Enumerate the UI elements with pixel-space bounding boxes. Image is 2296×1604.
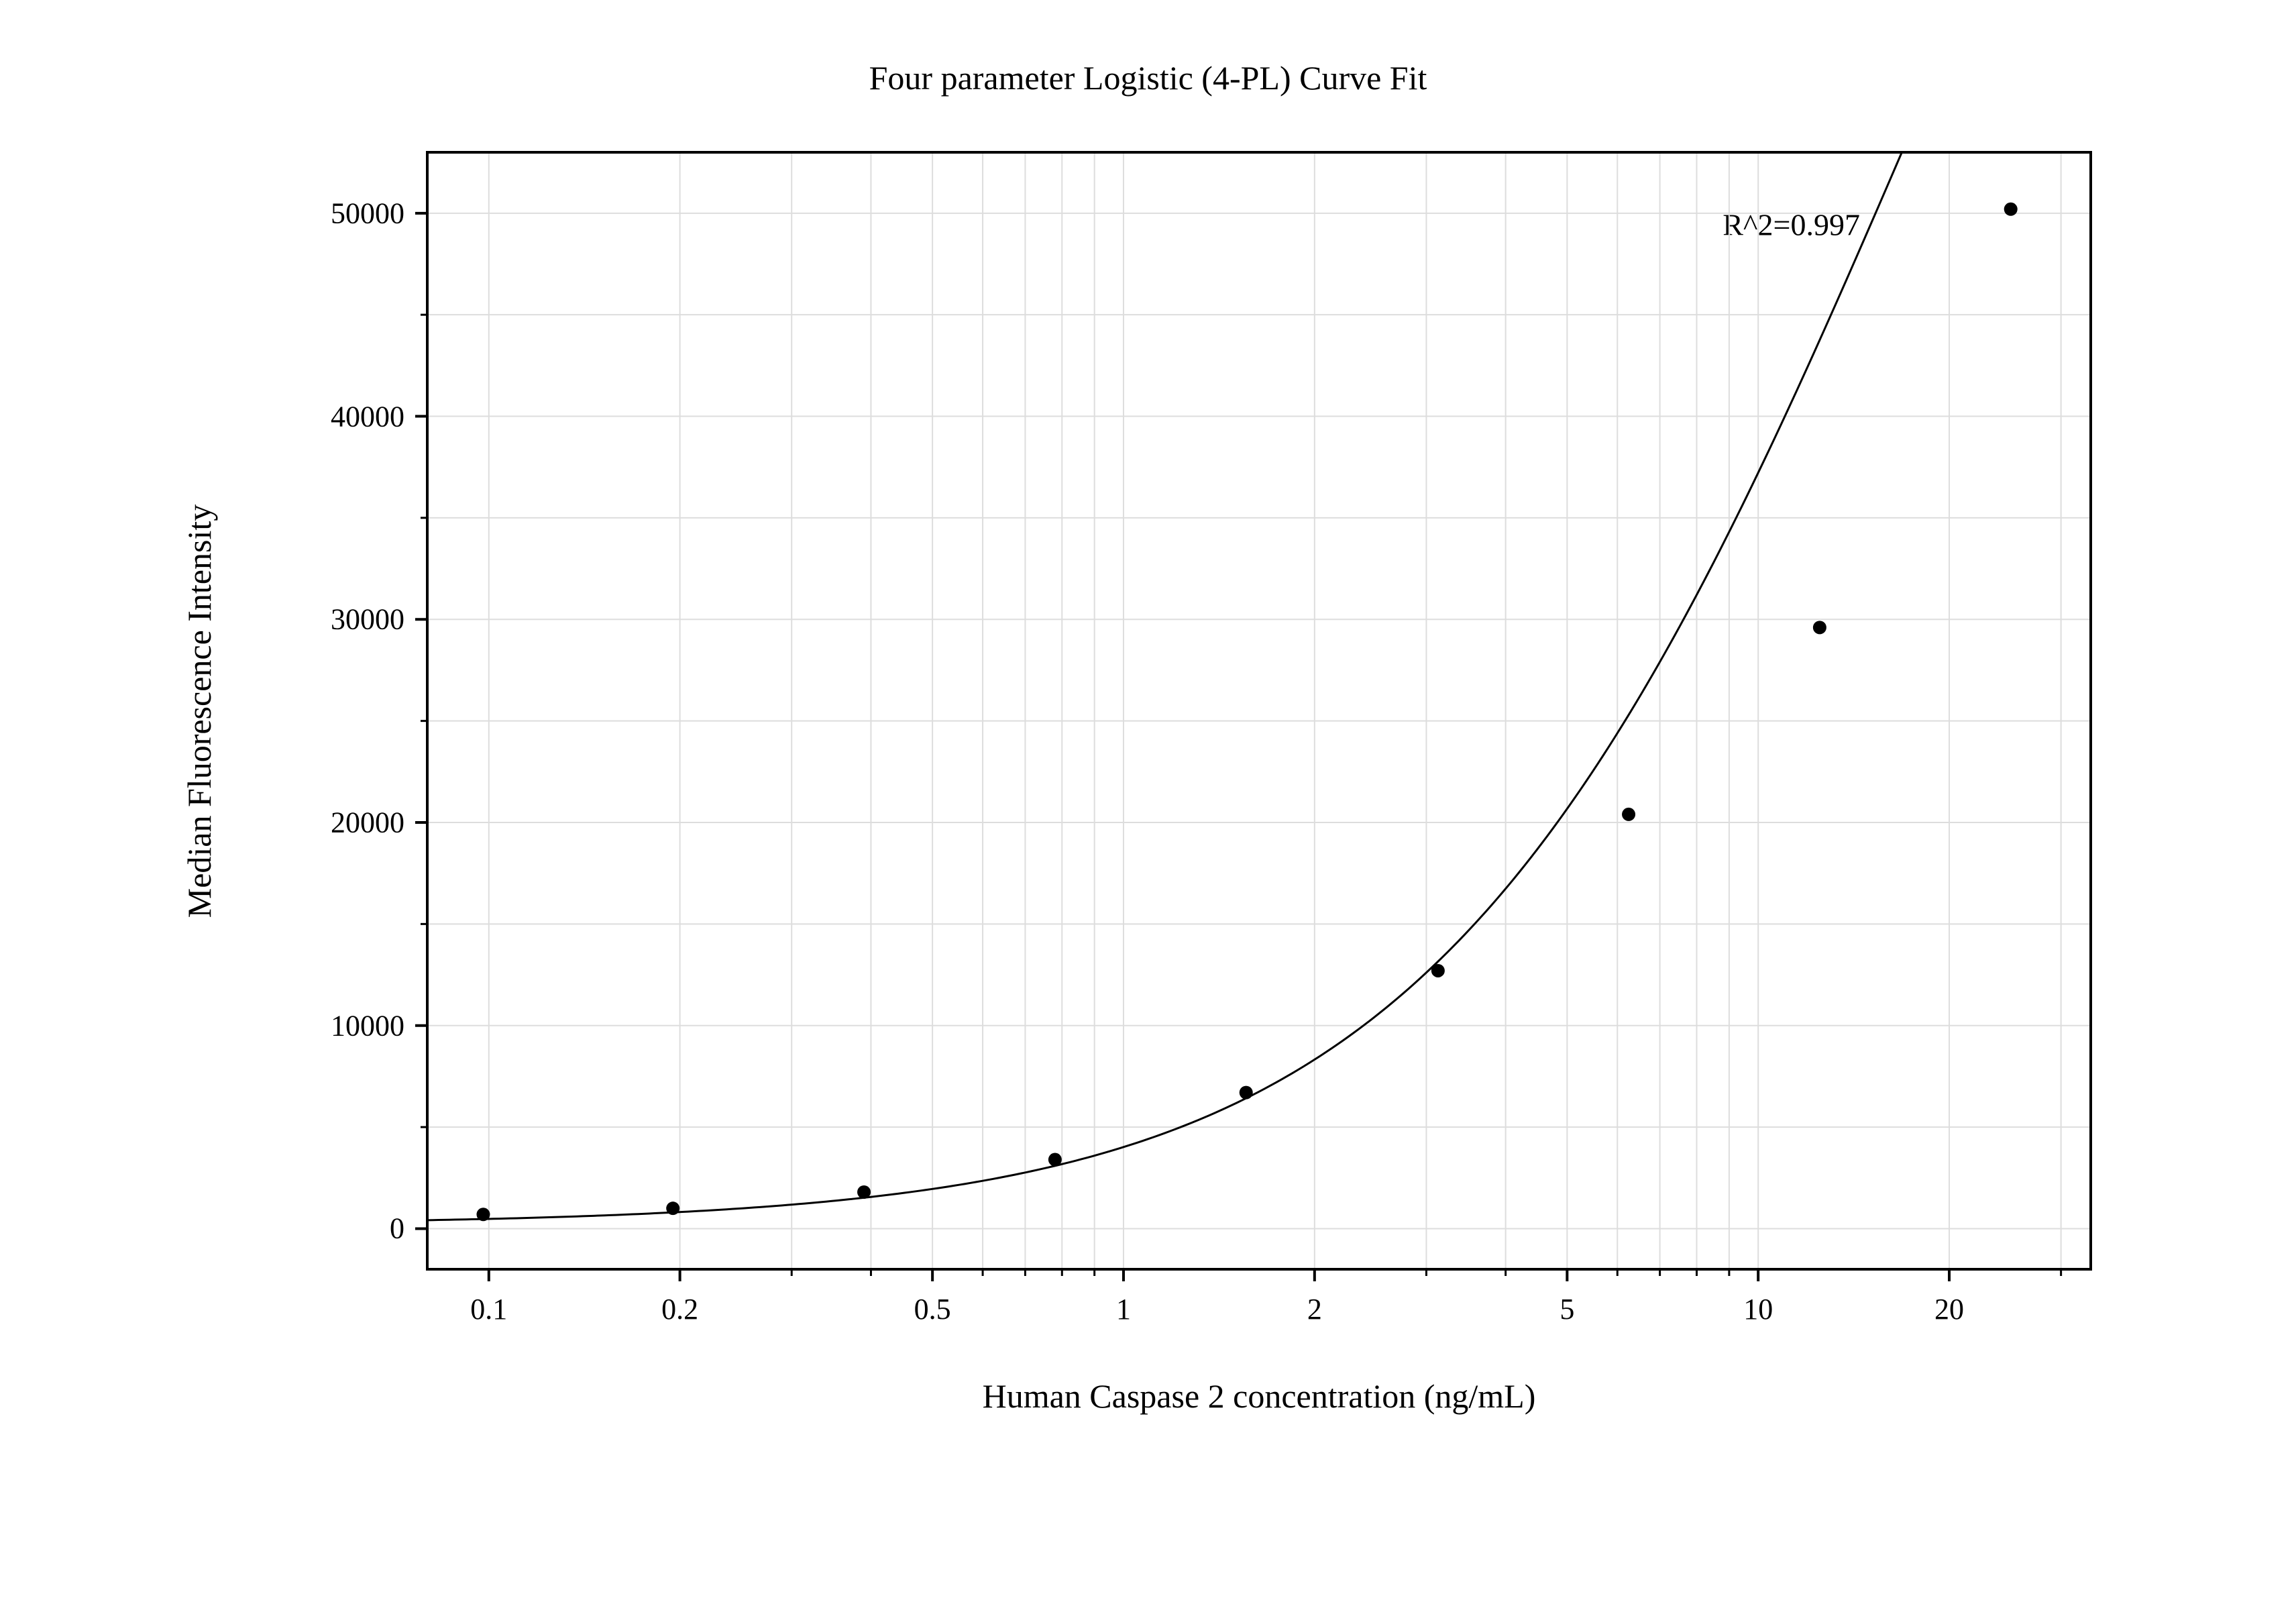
data-point bbox=[1048, 1153, 1062, 1167]
data-point bbox=[1431, 964, 1445, 977]
x-tick-label: 0.5 bbox=[914, 1292, 951, 1326]
chart-container: Four parameter Logistic (4-PL) Curve Fit… bbox=[0, 0, 2296, 1604]
x-tick-label: 2 bbox=[1307, 1292, 1322, 1326]
data-point bbox=[1622, 808, 1635, 821]
y-tick-label: 0 bbox=[390, 1212, 404, 1246]
data-point bbox=[476, 1208, 490, 1221]
y-tick-label: 30000 bbox=[331, 602, 404, 637]
x-tick-label: 1 bbox=[1116, 1292, 1131, 1326]
data-point bbox=[1240, 1086, 1253, 1100]
data-point bbox=[666, 1201, 679, 1215]
y-tick-label: 20000 bbox=[331, 806, 404, 840]
x-tick-label: 0.1 bbox=[470, 1292, 507, 1326]
data-point bbox=[1813, 621, 1826, 634]
x-tick-label: 5 bbox=[1560, 1292, 1574, 1326]
y-tick-label: 50000 bbox=[331, 196, 404, 230]
y-tick-label: 40000 bbox=[331, 399, 404, 433]
x-tick-label: 0.2 bbox=[661, 1292, 698, 1326]
y-tick-label: 10000 bbox=[331, 1008, 404, 1042]
data-points bbox=[476, 203, 2017, 1222]
data-point bbox=[857, 1185, 871, 1199]
x-tick-label: 10 bbox=[1743, 1292, 1773, 1326]
data-point bbox=[2004, 203, 2018, 216]
fitted-curve bbox=[427, 0, 2091, 1220]
chart-svg bbox=[0, 0, 2296, 1604]
x-tick-label: 20 bbox=[1934, 1292, 1964, 1326]
